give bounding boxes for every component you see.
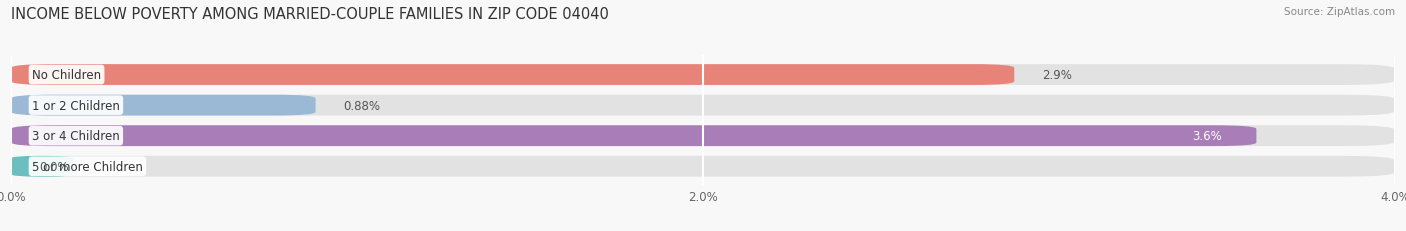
Text: Source: ZipAtlas.com: Source: ZipAtlas.com [1284,7,1395,17]
Text: INCOME BELOW POVERTY AMONG MARRIED-COUPLE FAMILIES IN ZIP CODE 04040: INCOME BELOW POVERTY AMONG MARRIED-COUPL… [11,7,609,22]
FancyBboxPatch shape [11,65,1395,85]
FancyBboxPatch shape [11,95,1395,116]
FancyBboxPatch shape [11,126,1395,146]
Text: 0.88%: 0.88% [343,99,380,112]
FancyBboxPatch shape [11,126,1257,146]
FancyBboxPatch shape [11,156,1395,177]
FancyBboxPatch shape [11,65,1014,85]
Text: No Children: No Children [32,69,101,82]
FancyBboxPatch shape [11,95,315,116]
Text: 3 or 4 Children: 3 or 4 Children [32,130,120,143]
Text: 3.6%: 3.6% [1192,130,1222,143]
Text: 1 or 2 Children: 1 or 2 Children [32,99,120,112]
Text: 2.9%: 2.9% [1042,69,1071,82]
FancyBboxPatch shape [11,156,73,177]
Text: 5 or more Children: 5 or more Children [32,160,143,173]
Text: 0.0%: 0.0% [39,160,69,173]
